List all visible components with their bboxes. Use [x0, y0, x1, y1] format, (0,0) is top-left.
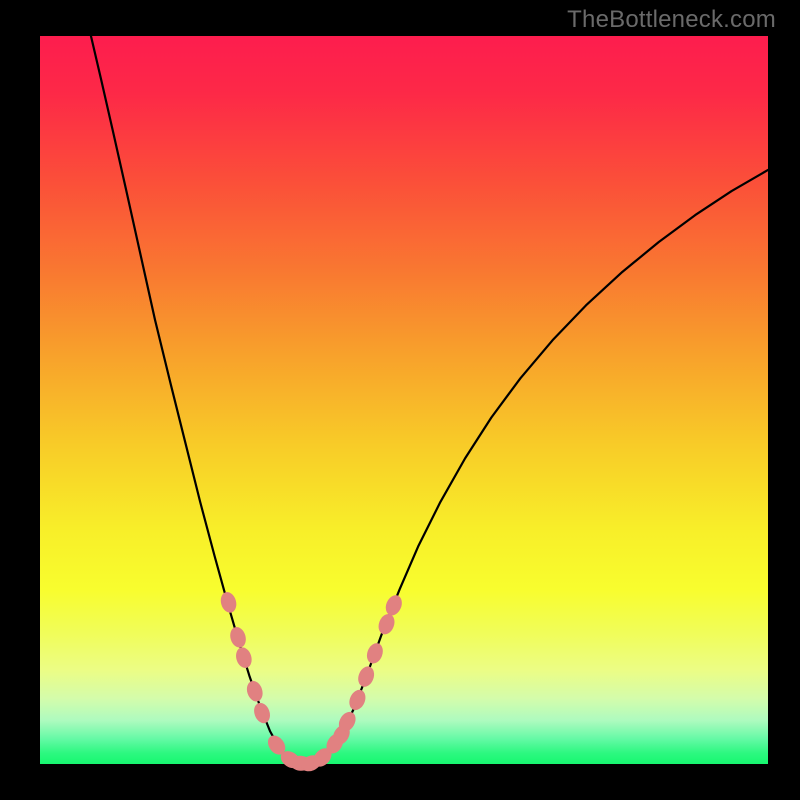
chart-container: TheBottleneck.com: [0, 0, 800, 800]
chart-svg: [0, 0, 800, 800]
watermark-text: TheBottleneck.com: [567, 6, 776, 34]
plot-background: [40, 36, 768, 764]
